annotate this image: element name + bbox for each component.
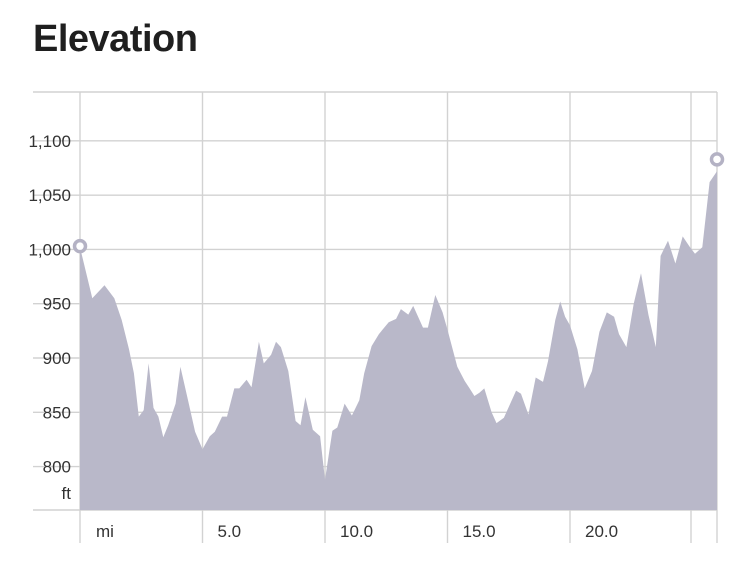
- x-tick-label: 20.0: [585, 522, 618, 541]
- y-tick-label: 850: [43, 403, 71, 422]
- y-tick-label: 800: [43, 458, 71, 477]
- x-unit-label: mi: [96, 522, 114, 541]
- elevation-area: [80, 171, 717, 511]
- x-tick-label: 15.0: [463, 522, 496, 541]
- y-tick-label: 900: [43, 349, 71, 368]
- x-tick-labels: 5.0 10.0 15.0 20.0: [218, 522, 619, 541]
- endpoint-markers: [72, 152, 725, 254]
- y-tick-label: 1,100: [28, 132, 71, 151]
- y-tick-labels: 800 850 900 950 1,000 1,050 1,100: [28, 132, 71, 477]
- chart-title: Elevation: [33, 18, 198, 60]
- start-point-marker: [72, 238, 88, 254]
- x-tick-label: 5.0: [218, 522, 242, 541]
- y-tick-label: 1,000: [28, 240, 71, 259]
- y-tick-label: 1,050: [28, 186, 71, 205]
- x-tick-label: 10.0: [340, 522, 373, 541]
- y-tick-label: 950: [43, 295, 71, 314]
- y-unit-label: ft: [62, 484, 72, 503]
- end-point-marker: [709, 152, 725, 167]
